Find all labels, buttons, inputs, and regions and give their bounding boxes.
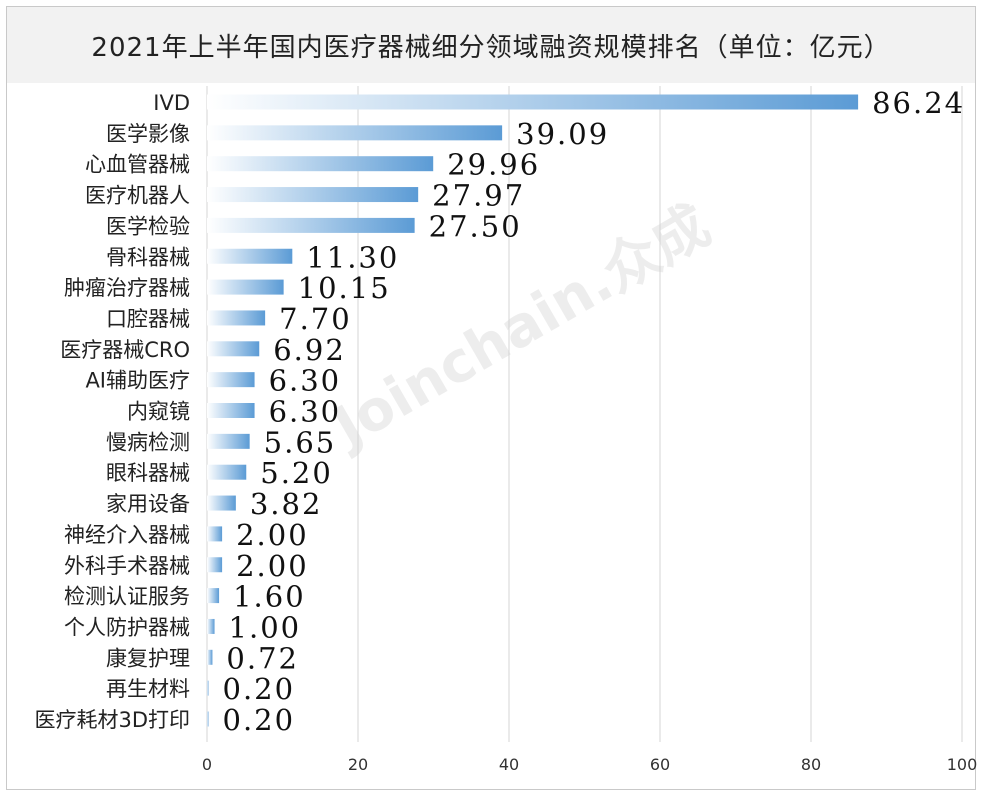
value-label: 1.60: [233, 580, 306, 614]
bar: [207, 649, 213, 665]
category-label: 医疗器械CRO: [60, 338, 190, 362]
category-label: 医学检验: [106, 214, 190, 238]
category-label: 康复护理: [106, 646, 190, 670]
value-label: 6.30: [269, 364, 342, 398]
bar: [207, 94, 859, 110]
bar: [207, 217, 415, 233]
value-labels: 86.2439.0929.9627.9727.5011.3010.157.706…: [223, 86, 965, 737]
value-label: 27.50: [429, 209, 522, 243]
bar: [207, 680, 209, 696]
category-label: 眼科器械: [106, 461, 190, 485]
value-label: 11.30: [306, 240, 399, 274]
bar: [207, 711, 209, 727]
bar: [207, 156, 434, 172]
x-tick-label: 20: [348, 755, 368, 774]
category-label: 心血管器械: [85, 153, 190, 177]
bar: [207, 279, 284, 295]
x-tick-label: 60: [650, 755, 670, 774]
value-label: 0.72: [226, 641, 299, 675]
category-label: 慢病检测: [106, 430, 190, 454]
category-labels: IVD 医学影像心血管器械医疗机器人医学检验骨科器械肿瘤治疗器械口腔器械医疗器械C…: [34, 91, 190, 732]
value-label: 2.00: [236, 549, 309, 583]
category-label: 医疗机器人: [85, 184, 190, 208]
bar: [207, 433, 250, 449]
category-label: 医疗耗材3D打印: [34, 708, 190, 732]
category-label: IVD: [153, 91, 190, 115]
x-tick-label: 0: [202, 755, 212, 774]
value-label: 7.70: [279, 302, 352, 336]
category-label: 医学影像: [106, 122, 190, 146]
bar: [207, 526, 223, 542]
category-label: 外科手术器械: [64, 554, 190, 578]
bar: [207, 403, 255, 418]
value-label: 3.82: [250, 487, 323, 521]
bars: [207, 94, 859, 727]
value-label: 0.20: [223, 703, 296, 737]
title-bar: 2021年上半年国内医疗器械细分领域融资规模排名（单位：亿元）: [7, 7, 975, 83]
category-label: 肿瘤治疗器械: [64, 276, 190, 300]
bar: [207, 341, 260, 357]
category-label: 再生材料: [106, 677, 190, 701]
bar: [207, 464, 247, 480]
category-label: 骨科器械: [106, 245, 190, 269]
value-label: 86.24: [872, 86, 965, 120]
category-label: 检测认证服务: [64, 585, 190, 609]
bar: [207, 310, 266, 326]
bar: [207, 495, 236, 511]
category-label: AI辅助医疗: [85, 369, 190, 393]
bar: [207, 372, 255, 388]
x-tick-label: 40: [499, 755, 519, 774]
value-label: 1.00: [229, 610, 302, 644]
bar: [207, 618, 215, 634]
bar: [207, 248, 293, 264]
chart-title: 2021年上半年国内医疗器械细分领域融资规模排名（单位：亿元）: [91, 32, 891, 63]
value-label: 27.97: [432, 179, 525, 213]
category-label: 神经介入器械: [64, 523, 190, 547]
value-label: 29.96: [447, 148, 540, 182]
x-tick-label: 100: [947, 755, 978, 774]
value-label: 39.09: [516, 117, 609, 151]
value-label: 2.00: [236, 518, 309, 552]
category-label: 个人防护器械: [64, 615, 190, 639]
value-label: 6.30: [269, 395, 342, 429]
category-label: 口腔器械: [106, 307, 190, 331]
value-label: 6.92: [273, 333, 346, 367]
bar: [207, 125, 503, 141]
bar: [207, 557, 223, 573]
category-label: 家用设备: [106, 492, 190, 516]
bar: [207, 588, 220, 604]
value-label: 10.15: [298, 271, 391, 305]
value-label: 5.20: [260, 456, 333, 490]
category-label: 内窥镜: [127, 400, 190, 424]
x-axis-ticks: 0 20 40 60 80 100: [202, 755, 977, 774]
value-label: 0.20: [223, 672, 296, 706]
x-tick-label: 80: [801, 755, 821, 774]
bar: [207, 187, 419, 203]
value-label: 5.65: [264, 425, 337, 459]
